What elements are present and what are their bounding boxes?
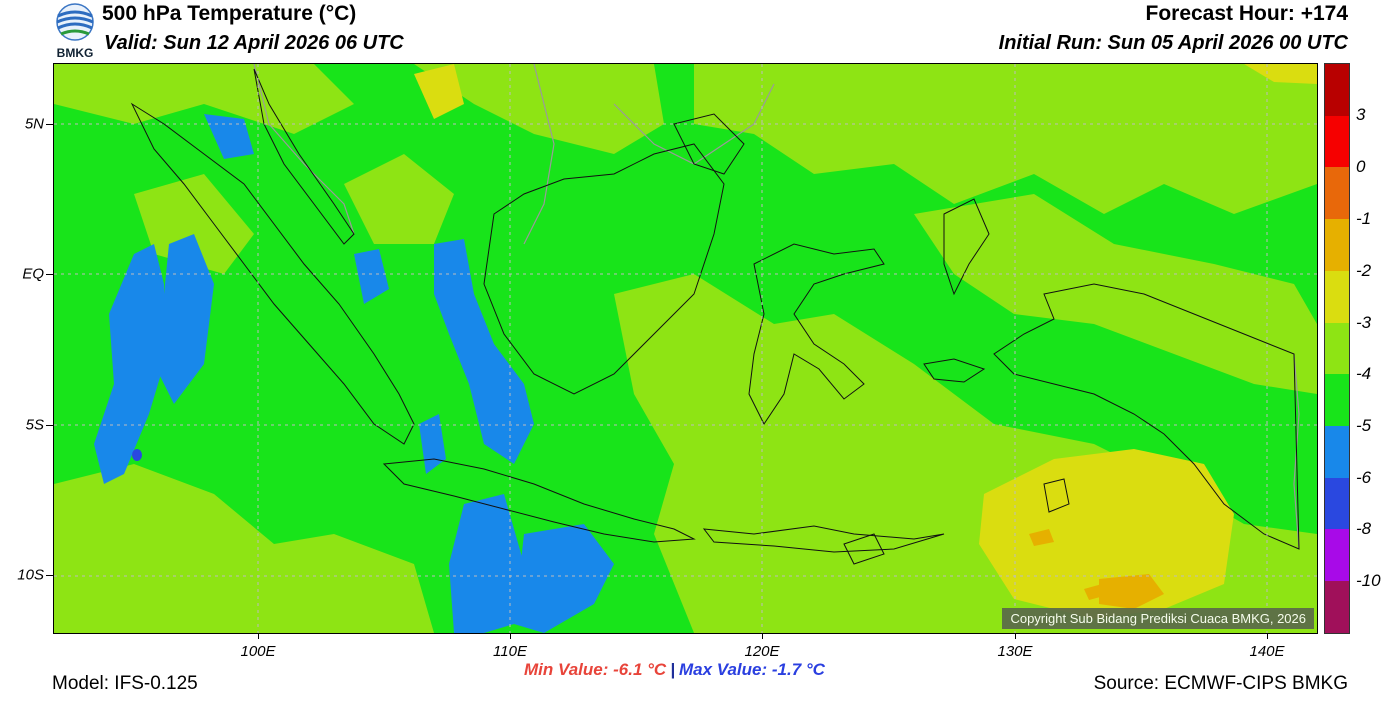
lon-tick	[510, 633, 511, 639]
coastlines	[130, 68, 1300, 565]
colorbar-label: -1	[1356, 209, 1372, 228]
gridlines	[54, 64, 1317, 633]
colorbar-segment	[1325, 581, 1349, 633]
valid-time: Valid: Sun 12 April 2026 06 UTC	[104, 32, 404, 54]
lon-label-110e: 110E	[493, 643, 527, 660]
svg-text:BMKG: BMKG	[57, 46, 94, 60]
lat-label-eq: EQ	[22, 265, 44, 283]
lat-tick	[46, 425, 53, 426]
lon-tick	[762, 633, 763, 639]
field-minus6	[132, 449, 142, 461]
model-name: Model: IFS-0.125	[52, 673, 198, 694]
lon-tick	[258, 633, 259, 639]
colorbar-label: -6	[1356, 468, 1372, 487]
lat-tick	[46, 575, 53, 576]
colorbar-label: -10	[1356, 571, 1381, 590]
lon-label-130e: 130E	[997, 643, 1033, 660]
min-max-values: Min Value: -6.1 °C | Max Value: -1.7 °C	[524, 660, 825, 680]
min-value: Min Value: -6.1 °C	[524, 660, 667, 679]
lon-label-120e: 120E	[744, 643, 780, 660]
colorbar-segment	[1325, 115, 1349, 168]
colorbar-segment	[1325, 64, 1349, 116]
colorbar	[1324, 63, 1350, 634]
map-canvas	[54, 64, 1317, 633]
data-source: Source: ECMWF-CIPS BMKG	[1093, 673, 1348, 694]
copyright-notice: Copyright Sub Bidang Prediksi Cuaca BMKG…	[1002, 608, 1314, 629]
field-minus1	[1029, 529, 1164, 609]
lat-tick	[46, 124, 53, 125]
lon-tick	[1015, 633, 1016, 639]
colorbar-segment	[1325, 374, 1349, 427]
value-separator: |	[670, 660, 675, 679]
colorbar-label: 0	[1356, 157, 1366, 176]
bmkg-logo: BMKG	[56, 3, 94, 60]
forecast-hour: Forecast Hour: +174	[1145, 2, 1349, 25]
chart-title: 500 hPa Temperature (°C)	[102, 2, 357, 25]
lat-label-10s: 10S	[17, 566, 44, 584]
colorbar-label: 3	[1356, 105, 1366, 124]
temperature-map	[53, 63, 1318, 634]
colorbar-segment	[1325, 477, 1349, 530]
lat-label-5n: 5N	[24, 115, 44, 133]
colorbar-label: -3	[1356, 313, 1372, 332]
initial-run: Initial Run: Sun 05 April 2026 00 UTC	[998, 32, 1348, 54]
lon-tick	[1267, 633, 1268, 639]
colorbar-label: -5	[1356, 416, 1372, 435]
colorbar-label: -2	[1356, 261, 1372, 280]
colorbar-segment	[1325, 219, 1349, 271]
lon-label-100e: 100E	[240, 643, 276, 660]
lat-tick	[46, 274, 53, 275]
lon-label-140e: 140E	[1249, 643, 1285, 660]
field-minus5	[94, 114, 614, 633]
colorbar-label: -4	[1356, 364, 1372, 383]
colorbar-segment	[1325, 426, 1349, 478]
max-value: Max Value: -1.7 °C	[678, 660, 825, 679]
colorbar-segment	[1325, 167, 1349, 220]
lat-label-5s: 5S	[25, 416, 44, 434]
colorbar-label: -8	[1356, 519, 1372, 538]
colorbar-segment	[1325, 529, 1349, 582]
colorbar-segment	[1325, 322, 1349, 375]
colorbar-segment	[1325, 270, 1349, 323]
